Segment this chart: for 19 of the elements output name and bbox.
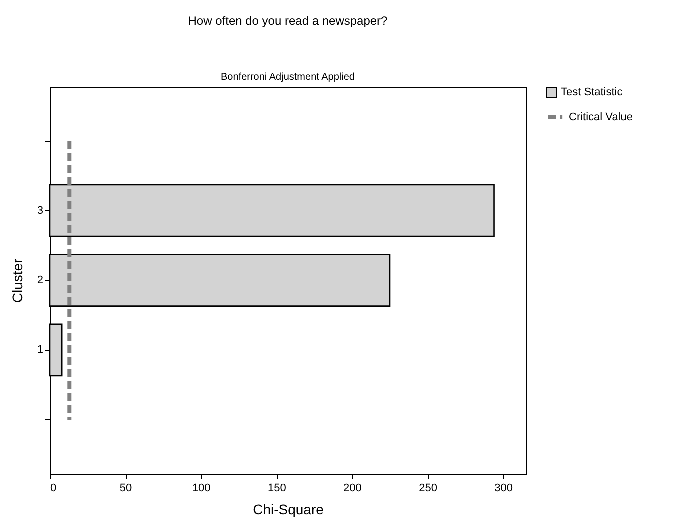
y-tick-label: 2 — [37, 274, 44, 286]
chart-subtitle: Bonferroni Adjustment Applied — [221, 72, 355, 83]
y-tick-label: 3 — [37, 204, 44, 217]
bar — [49, 324, 63, 377]
x-tick-label: 200 — [344, 482, 362, 494]
x-tick-label: 50 — [120, 482, 132, 494]
x-tick-label: 150 — [268, 482, 286, 494]
bar — [49, 184, 495, 238]
x-axis-title: Chi-Square — [253, 502, 324, 518]
x-tick-label: 0 — [50, 482, 57, 494]
bar — [49, 254, 391, 307]
chart-title: How often do you read a newspaper? — [188, 14, 388, 28]
legend-label: Critical Value — [569, 112, 633, 124]
y-axis-title: Cluster — [9, 258, 26, 304]
x-tick-label: 300 — [494, 482, 514, 494]
y-tick-label: 1 — [37, 344, 44, 356]
legend-label: Test Statistic — [561, 86, 624, 98]
x-tick-label: 100 — [192, 482, 211, 494]
x-tick-label: 250 — [419, 482, 438, 494]
